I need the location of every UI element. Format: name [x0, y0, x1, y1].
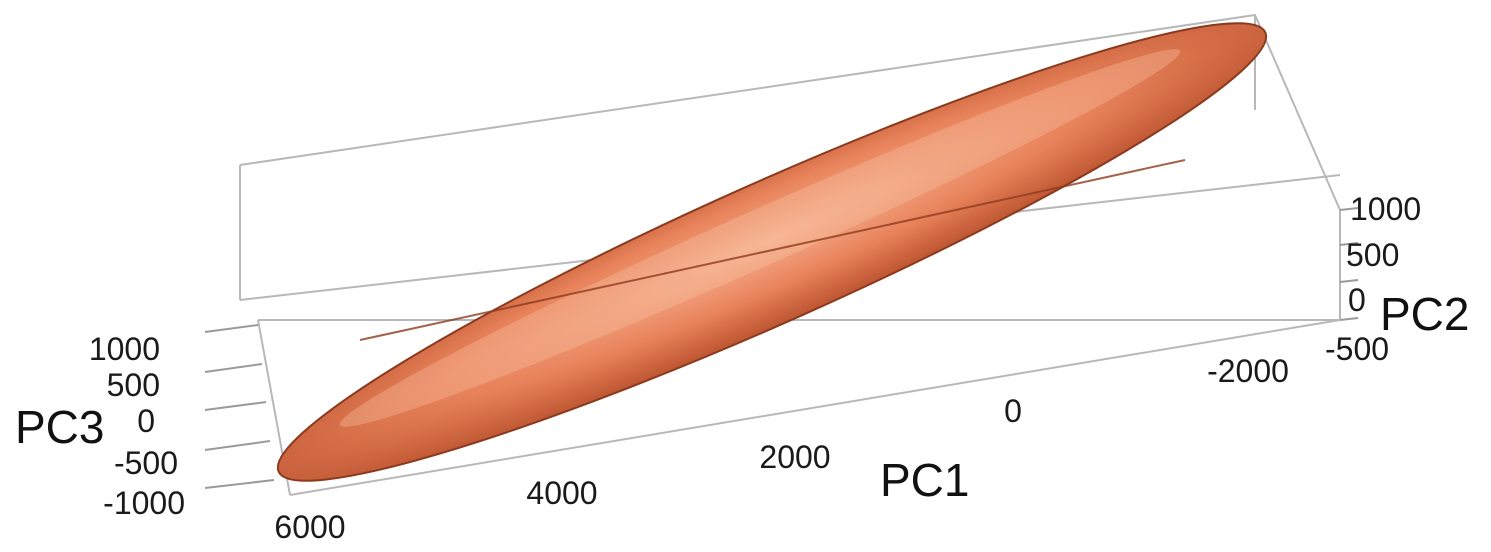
pc1-tick-label: 4000 [526, 475, 597, 511]
pc3-tick-label: -500 [114, 445, 178, 481]
pc3-tick-label: 500 [107, 367, 160, 403]
pc3-tick-label: -1000 [103, 485, 185, 521]
pc2-tick-label: 1000 [1350, 191, 1421, 227]
pc2-tick-marks [1339, 207, 1359, 321]
pc3-tick-label: 1000 [89, 331, 160, 367]
pc3-axis-title: PC3 [15, 401, 104, 453]
pc3-tick-label: 0 [137, 403, 155, 439]
pc3-tick-labels: 1000 500 0 -500 -1000 [89, 331, 185, 521]
box-frame [239, 13, 1341, 496]
pc2-tick-label: -500 [1325, 331, 1389, 367]
pc1-axis-title: PC1 [880, 454, 969, 506]
ellipsoid-surface [276, 22, 1268, 482]
pc3-tick-marks [204, 324, 275, 489]
pc2-tick-label: 0 [1348, 282, 1366, 318]
pc1-tick-label: 2000 [759, 439, 830, 475]
pc2-tick-label: 500 [1346, 237, 1399, 273]
pc1-tick-labels: 6000 4000 2000 0 -2000 [274, 353, 1289, 545]
pc2-tick-labels: 1000 500 0 -500 [1325, 191, 1421, 367]
pc1-tick-label: 6000 [274, 509, 345, 545]
pc2-axis-title: PC2 [1380, 288, 1469, 340]
pc1-tick-label: 0 [1004, 393, 1022, 429]
pc1-tick-label: -2000 [1207, 353, 1289, 389]
